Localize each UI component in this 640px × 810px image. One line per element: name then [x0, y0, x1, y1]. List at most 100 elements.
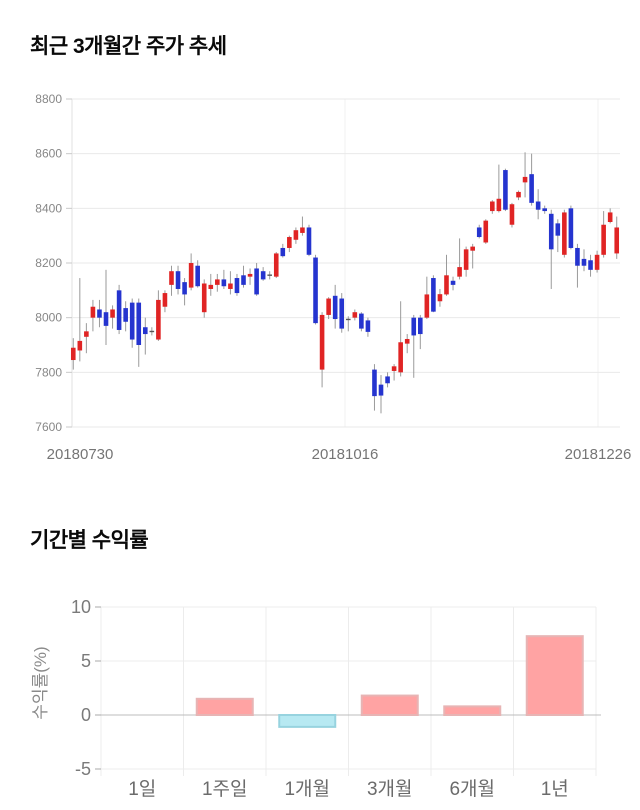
y-tick-label: 7600 — [35, 420, 62, 434]
price-chart-title: 최근 3개월간 주가 추세 — [30, 35, 227, 58]
candle-down — [116, 290, 122, 330]
y-tick-label: 7800 — [35, 365, 62, 379]
candle-down — [476, 227, 482, 238]
candle-up — [84, 331, 89, 337]
y-tick-label: 8400 — [35, 201, 62, 215]
candle-up — [463, 249, 469, 270]
candle-down — [123, 308, 128, 322]
candle-down — [332, 295, 338, 320]
candle-up — [490, 201, 495, 212]
y-tick-label: 10 — [71, 597, 91, 617]
y-axis-label: 수익률(%) — [31, 646, 50, 719]
candle-up — [215, 279, 220, 285]
candle-down — [195, 265, 200, 287]
candle-up — [522, 176, 528, 183]
x-category-label: 1년 — [541, 778, 569, 800]
candle-down — [529, 174, 534, 203]
candle-up — [247, 273, 253, 277]
candle-up — [208, 284, 214, 289]
return-bar-positive — [195, 697, 254, 717]
candle-down — [385, 376, 390, 384]
candle-down — [241, 275, 246, 285]
candle-down — [378, 384, 384, 396]
returns-chart-title: 기간별 수익률 — [30, 529, 149, 552]
y-tick-label: 8000 — [35, 311, 62, 325]
candle-down — [503, 170, 508, 210]
candle-down — [431, 278, 436, 312]
y-tick-label: 5 — [81, 651, 91, 671]
candle-down — [221, 279, 227, 287]
return-bar-positive — [525, 635, 584, 716]
candle-up — [228, 283, 233, 289]
return-bar-positive — [360, 694, 419, 716]
candle-down — [136, 302, 142, 345]
candle-down — [575, 247, 580, 266]
candle-up — [483, 220, 489, 243]
candle-up — [188, 263, 194, 288]
candle-down — [339, 298, 345, 329]
candle-doji — [149, 330, 155, 333]
candle-up — [509, 204, 515, 225]
candle-doji — [267, 274, 273, 276]
candle-up — [169, 271, 174, 285]
candle-up — [156, 299, 161, 340]
x-tick-label: 20180730 — [47, 446, 114, 463]
candle-down — [588, 260, 593, 270]
candle-up — [273, 253, 279, 277]
candle-down — [313, 257, 318, 324]
candle-up — [437, 294, 443, 302]
candle-doji — [345, 318, 351, 321]
candle-down — [359, 313, 364, 329]
candle-up — [424, 294, 430, 318]
y-tick-label: 8200 — [35, 256, 62, 270]
candle-up — [614, 227, 620, 254]
y-tick-label: -5 — [75, 759, 91, 779]
candle-down — [365, 320, 371, 332]
candle-up — [70, 347, 76, 361]
candle-up — [496, 198, 502, 212]
candle-up — [352, 312, 358, 318]
candle-down — [568, 208, 574, 248]
candle-up — [90, 306, 96, 318]
return-bar-negative — [278, 714, 337, 728]
candle-down — [129, 302, 135, 340]
x-category-label: 6개월 — [449, 778, 495, 800]
candle-up — [457, 267, 462, 277]
candle-up — [398, 342, 403, 373]
x-tick-label: 20181226 — [565, 446, 632, 463]
candle-up — [293, 230, 299, 240]
candle-down — [142, 327, 148, 335]
candle-down — [450, 280, 456, 285]
x-tick-label: 20181016 — [312, 446, 379, 463]
candle-down — [306, 227, 312, 255]
candle-down — [175, 271, 181, 289]
candle-down — [280, 247, 286, 257]
candle-up — [319, 314, 325, 370]
x-category-label: 1주일 — [202, 778, 248, 800]
candle-up — [562, 212, 567, 255]
candle-up — [607, 212, 613, 222]
candle-down — [417, 317, 423, 335]
y-tick-label: 0 — [81, 705, 91, 725]
candle-down — [254, 268, 259, 295]
candle-down — [97, 309, 102, 318]
candle-up — [601, 224, 606, 255]
candle-down — [555, 223, 561, 236]
x-category-label: 1개월 — [284, 778, 330, 800]
return-bar-positive — [443, 705, 502, 717]
x-category-label: 3개월 — [367, 778, 413, 800]
candle-up — [404, 338, 410, 344]
candle-down — [535, 201, 541, 210]
candle-down — [581, 258, 587, 266]
y-tick-label: 8800 — [35, 92, 62, 106]
candle-down — [182, 282, 187, 295]
candle-down — [411, 317, 417, 336]
candle-down — [372, 369, 377, 397]
period-returns-bar-chart: 10 5 0 -5 수익률(%) 1일 1주일 1개월 3개월 6개월 1년 — [31, 597, 601, 800]
candle-up — [391, 366, 397, 371]
candle-up — [77, 340, 83, 351]
candle-up — [162, 293, 168, 307]
candle-down — [103, 312, 109, 326]
candle-up — [201, 283, 207, 313]
candle-up — [287, 237, 292, 248]
